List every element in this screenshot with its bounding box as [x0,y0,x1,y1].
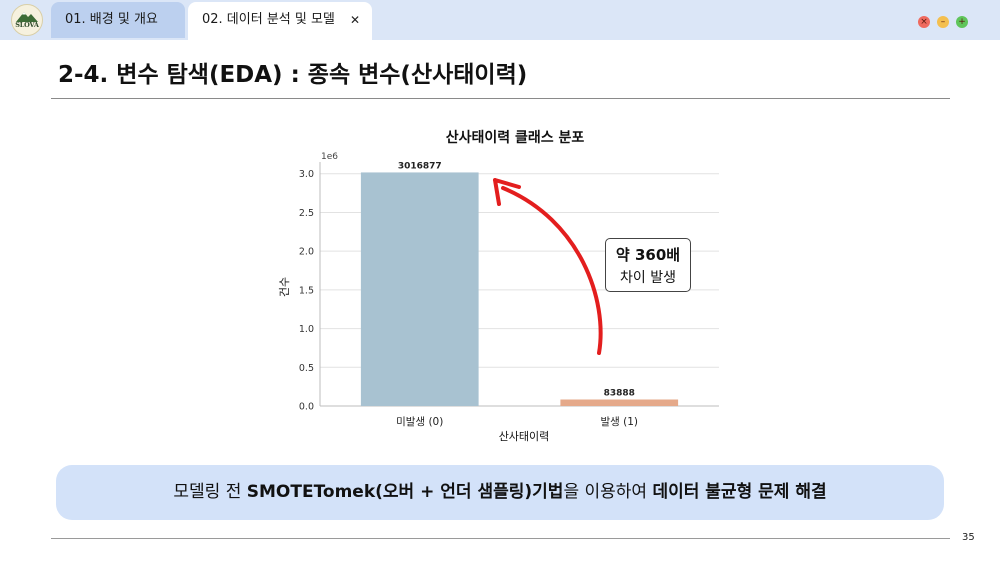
arrow-head-icon [493,178,521,206]
tab-bar: SLOVA 01. 배경 및 개요 02. 데이터 분석 및 모델 ✕ × – … [0,0,1000,40]
minimize-icon: – [940,17,946,27]
callout-desc-text: 차이 발생 [620,270,676,286]
title-divider [51,98,950,99]
window-close-button[interactable]: × [918,16,930,28]
y-axis-label: 건수 [278,277,291,297]
window-minimize-button[interactable]: – [937,16,949,28]
chart-canvas: 산사태이력 클래스 분포 1e6 건수 산사태이력 0.0 0.5 1.0 1.5 2.… [278,129,719,443]
maximize-icon: + [958,17,966,27]
curved-arrow-shaft [501,186,603,355]
y-tick-label: 2.0 [299,247,314,258]
class-distribution-chart: 산사태이력 클래스 분포 1e6 건수 산사태이력 0.0 0.5 1.0 1.5 2.… [270,120,740,450]
note-part-3: 을 이용하여 [563,482,653,502]
y-tick-label: 0.0 [299,402,314,413]
x-tick-label: 발생 (1) [600,416,638,428]
close-icon[interactable]: ✕ [349,13,360,27]
note-part-2: SMOTETomek(오버 + 언더 샘플링)기법 [246,482,564,502]
bar-0 [360,172,479,406]
callout-ratio-text: 약 360배 [615,246,681,264]
y-offset-label: 1e6 [321,152,338,162]
y-tick-label: 1.0 [299,324,314,335]
logo-text: SLOVA [15,21,39,29]
close-icon: × [920,17,928,27]
chart-title: 산사태이력 클래스 분포 [446,129,585,146]
app-logo: SLOVA [11,4,43,36]
summary-note: 모델링 전 SMOTETomek(오버 + 언더 샘플링)기법을 이용하여 데이… [56,465,944,520]
bar-1 [560,399,679,406]
note-part-4: 데이터 불균형 문제 해결 [652,482,827,502]
tab-label: 01. 배경 및 개요 [65,12,158,27]
x-axis-label: 산사태이력 [499,430,550,443]
page-number: 35 [962,532,975,543]
y-tick-label: 1.5 [299,285,314,296]
footer-divider [51,538,950,539]
mountain-logo-icon [16,12,38,22]
note-part-1: 모델링 전 [173,482,247,502]
bar-data-label: 83888 [604,389,635,399]
tab-label: 02. 데이터 분석 및 모델 [202,12,335,27]
page-title: 2-4. 변수 탐색(EDA) : 종속 변수(산사태이력) [58,62,528,88]
tab-data-analysis-model[interactable]: 02. 데이터 분석 및 모델 ✕ [188,2,372,40]
y-tick-label: 2.5 [299,208,314,219]
window-maximize-button[interactable]: + [956,16,968,28]
y-tick-label: 3.0 [299,169,314,180]
summary-note-text: 모델링 전 SMOTETomek(오버 + 언더 샘플링)기법을 이용하여 데이… [56,465,944,520]
bar-data-label: 3016877 [398,161,442,171]
y-tick-label: 0.5 [299,363,314,374]
ratio-callout: 약 360배 차이 발생 [605,238,691,292]
x-tick-label: 미발생 (0) [396,416,443,428]
tab-background-overview[interactable]: 01. 배경 및 개요 [51,2,185,38]
